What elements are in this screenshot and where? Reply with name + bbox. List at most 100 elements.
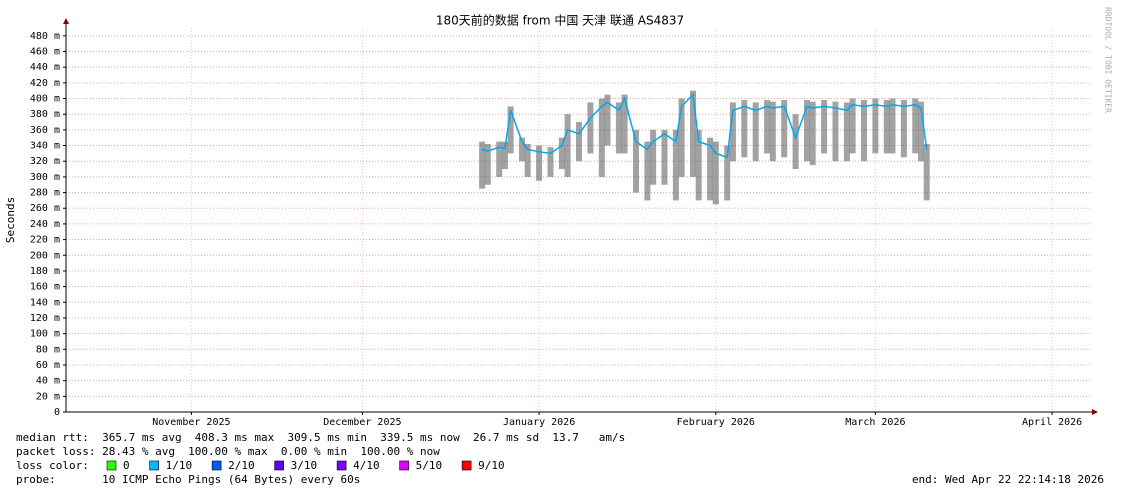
plot [479,90,930,205]
y-tick-label: 360 m [30,125,60,136]
loss-label: 3/10 [291,459,318,472]
smoke [519,137,525,162]
smoke [923,143,930,201]
y-tick-label: 140 m [30,297,60,308]
y-tick-label: 260 m [30,203,60,214]
smoke [484,143,491,185]
y-tick-label: 280 m [30,188,60,199]
smoke [661,129,668,185]
x-arrow [1092,409,1098,415]
smoke [804,100,810,162]
smoke [479,141,486,189]
smoke [792,114,799,170]
loss-label: 9/10 [478,459,505,472]
smoke [598,98,605,177]
smoke [729,102,736,162]
smoke [872,98,879,154]
y-tick-label: 220 m [30,235,60,246]
smoke [918,101,924,162]
axis-labels: 0 20 m 40 m 60 m 80 m 100 m 120 m 140 m 160 m 180… [30,31,1082,428]
smoke [507,106,514,154]
loss-swatch [211,460,222,471]
smoke [633,129,639,193]
smoke [764,100,771,154]
loss-label: 0 [123,459,130,472]
y-tick-label: 0 [54,407,60,418]
y-arrow [63,18,69,24]
watermark: RRDTOOL / TOBI OETIKER [1104,7,1113,113]
loss-label: 2/10 [228,459,255,472]
smoke [712,141,719,205]
y-tick-label: 20 m [36,391,60,402]
loss-swatch [461,460,472,471]
y-tick-label: 340 m [30,141,60,152]
smoke [889,98,896,154]
smoke [821,100,828,154]
loss-label: 1/10 [166,459,193,472]
x-tick-label: March 2026 [845,417,905,428]
smoke [604,94,611,146]
end-time: end: Wed Apr 22 22:14:18 2026 [912,473,1104,486]
y-tick-label: 400 m [30,94,60,105]
y-tick-label: 480 m [30,31,60,42]
smoke [547,147,554,177]
chart-title: 180天前的数据 from 中国 天津 联通 AS4837 [436,13,684,28]
smoke [644,141,651,201]
smoke [769,101,776,162]
y-tick-label: 460 m [30,47,60,58]
smoke [615,102,622,154]
loss-label: 4/10 [353,459,380,472]
smoke [741,100,748,158]
loss-swatch [106,460,117,471]
y-tick-label: 440 m [30,62,60,73]
loss-swatch [399,460,409,471]
smoke [690,90,696,177]
loss-label: 5/10 [416,459,443,472]
y-tick-label: 60 m [36,360,60,371]
smoke [695,129,702,201]
x-tick-label: January 2026 [503,417,575,428]
smoke [883,100,890,154]
smoke [900,100,907,158]
smoke [832,101,839,162]
smoke [501,141,508,170]
loss-color-label: loss color: [16,459,89,472]
y-tick-label: 300 m [30,172,60,183]
smoke [564,114,571,177]
y-tick-label: 420 m [30,78,60,89]
y-tick-label: 380 m [30,109,60,120]
smoke [621,94,628,154]
smoke [724,145,731,201]
smoke [809,101,816,166]
y-tick-label: 240 m [30,219,60,230]
y-tick-label: 320 m [30,156,60,167]
x-tick-label: April 2026 [1022,417,1082,428]
y-tick-label: 40 m [36,376,60,387]
smoke [576,122,582,162]
x-tick-label: February 2026 [677,417,755,428]
smoke [861,100,867,162]
smoke [781,100,788,158]
y-axis-label: Seconds [4,197,17,243]
smoke [496,141,503,177]
packet-loss: packet loss: 28.43 % avg 100.00 % max 0.… [16,445,440,458]
median-rtt: median rtt: 365.7 ms avg 408.3 ms max 30… [16,431,625,444]
y-tick-label: 200 m [30,250,60,261]
y-tick-label: 160 m [30,282,60,293]
y-tick-label: 80 m [36,344,60,355]
probe: probe: 10 ICMP Echo Pings (64 Bytes) eve… [16,473,360,486]
y-tick-label: 120 m [30,313,60,324]
loss-swatch [149,460,159,471]
loss-swatch [336,460,347,471]
loss-swatch [274,460,284,471]
loss-legend: 0 1/10 2/10 3/10 4/10 5/10 9/10 [106,459,505,472]
smoke [843,102,850,162]
smoke [587,102,594,154]
smoke [707,137,714,201]
smoke [752,102,759,162]
smoke [650,129,657,185]
x-tick-label: December 2025 [323,417,401,428]
smoke [536,145,543,181]
median-line [481,92,928,159]
